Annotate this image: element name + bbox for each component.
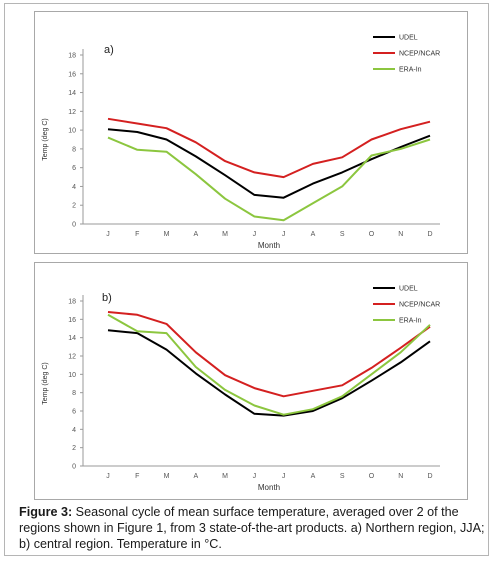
chart-a-series-line-era-in xyxy=(107,136,431,222)
chart-b-x-tick-label: J xyxy=(106,473,110,480)
chart-b-y-tick-label: 16 xyxy=(68,317,76,324)
chart-a-legend-label: UDEL xyxy=(399,35,418,42)
chart-a-x-tick-label: M xyxy=(222,231,228,238)
chart-b-x-tick-label: O xyxy=(369,473,375,480)
chart-b-x-tick-label: M xyxy=(222,473,228,480)
chart-b-y-tick-label: 4 xyxy=(72,427,76,434)
chart-a-y-tick-label: 18 xyxy=(68,53,76,60)
chart-a-y-tick-label: 4 xyxy=(72,184,76,191)
line-chart-b: 0 2 4 6 8 10 12 14 16 18 J F M A M J J A S O N D Month Temp (de… xyxy=(42,286,440,493)
chart-a-y-tick-label: 6 xyxy=(72,165,76,172)
chart-b-x-tick-label: M xyxy=(164,473,170,480)
chart-b-y-tick-label: 10 xyxy=(68,372,76,379)
chart-b-x-tick-label: A xyxy=(311,473,316,480)
chart-a-legend-label: NCEP/NCAR xyxy=(399,51,440,58)
chart-a-y-tick-label: 14 xyxy=(68,90,76,97)
figure-caption: Figure 3: Seasonal cycle of mean surface… xyxy=(19,504,485,552)
chart-b-y-tick-label: 6 xyxy=(72,409,76,416)
chart-b-x-tick-label: F xyxy=(135,473,139,480)
chart-b-y-axis-title: Temp (deg C) xyxy=(42,362,49,404)
chart-a-x-axis-title: Month xyxy=(258,241,280,250)
chart-b-y-tick-label: 8 xyxy=(72,390,76,397)
chart-b-x-tick-label: S xyxy=(340,473,345,480)
chart-a-x-tick-label: J xyxy=(106,231,110,238)
chart-a-x-tick-label: N xyxy=(398,231,403,238)
chart-a-x-tick-label: S xyxy=(340,231,345,238)
caption-label: Figure 3: xyxy=(19,505,73,519)
line-chart-a: 0 2 4 6 8 10 12 14 16 18 J F M A M J J A S O N D Month Temp (de… xyxy=(42,35,440,251)
chart-a-x-tick-label: J xyxy=(253,231,257,238)
chart-b-series-line-ncep-ncar xyxy=(107,311,431,398)
chart-a-panel-label: a) xyxy=(104,44,114,56)
chart-b-x-tick-label: J xyxy=(253,473,257,480)
chart-panel-b: 0 2 4 6 8 10 12 14 16 18 J F M A M J J A S O N D Month Temp (de… xyxy=(34,262,468,500)
chart-a-y-tick-label: 8 xyxy=(72,146,76,153)
chart-panel-a: 0 2 4 6 8 10 12 14 16 18 J F M A M J J A S O N D Month Temp (de… xyxy=(34,11,468,254)
chart-a-y-tick-label: 10 xyxy=(68,128,76,135)
chart-b-panel-label: b) xyxy=(102,292,112,304)
chart-b-y-tick-label: 18 xyxy=(68,299,76,306)
chart-b-legend-label: NCEP/NCAR xyxy=(399,302,440,309)
chart-b-x-tick-label: A xyxy=(193,473,198,480)
chart-a-x-tick-label: F xyxy=(135,231,139,238)
chart-b-y-tick-label: 12 xyxy=(68,354,76,361)
chart-b-legend-label: ERA-In xyxy=(399,318,422,325)
chart-a-y-axis-title: Temp (deg C) xyxy=(42,118,49,160)
chart-a-legend-label: ERA-In xyxy=(399,67,422,74)
chart-b-y-tick-label: 0 xyxy=(72,464,76,471)
chart-b-x-tick-label: N xyxy=(398,473,403,480)
chart-a-y-tick-label: 12 xyxy=(68,109,76,116)
chart-b-legend-label: UDEL xyxy=(399,286,418,293)
chart-a-x-tick-label: A xyxy=(311,231,316,238)
caption-text: Seasonal cycle of mean surface temperatu… xyxy=(19,505,485,551)
figure: 0 2 4 6 8 10 12 14 16 18 J F M A M J J A S O N D Month Temp (de… xyxy=(4,3,489,556)
chart-b-x-tick-label: J xyxy=(282,473,286,480)
chart-a-x-tick-label: A xyxy=(193,231,198,238)
chart-a-y-tick-label: 2 xyxy=(72,203,76,210)
chart-b-x-tick-label: D xyxy=(427,473,432,480)
chart-b-series-line-era-in xyxy=(107,313,431,416)
chart-a-y-tick-label: 0 xyxy=(72,222,76,229)
chart-b-series-line-udel xyxy=(107,329,431,417)
chart-a-x-tick-label: O xyxy=(369,231,375,238)
chart-b-y-tick-label: 14 xyxy=(68,335,76,342)
chart-b-y-tick-label: 2 xyxy=(72,445,76,452)
chart-a-x-tick-label: M xyxy=(164,231,170,238)
chart-a-x-tick-label: D xyxy=(427,231,432,238)
chart-a-y-tick-label: 16 xyxy=(68,71,76,78)
chart-a-series-line-ncep-ncar xyxy=(107,117,431,179)
chart-a-x-tick-label: J xyxy=(282,231,286,238)
chart-a-series-line-udel xyxy=(107,128,431,199)
chart-b-x-axis-title: Month xyxy=(258,483,280,492)
